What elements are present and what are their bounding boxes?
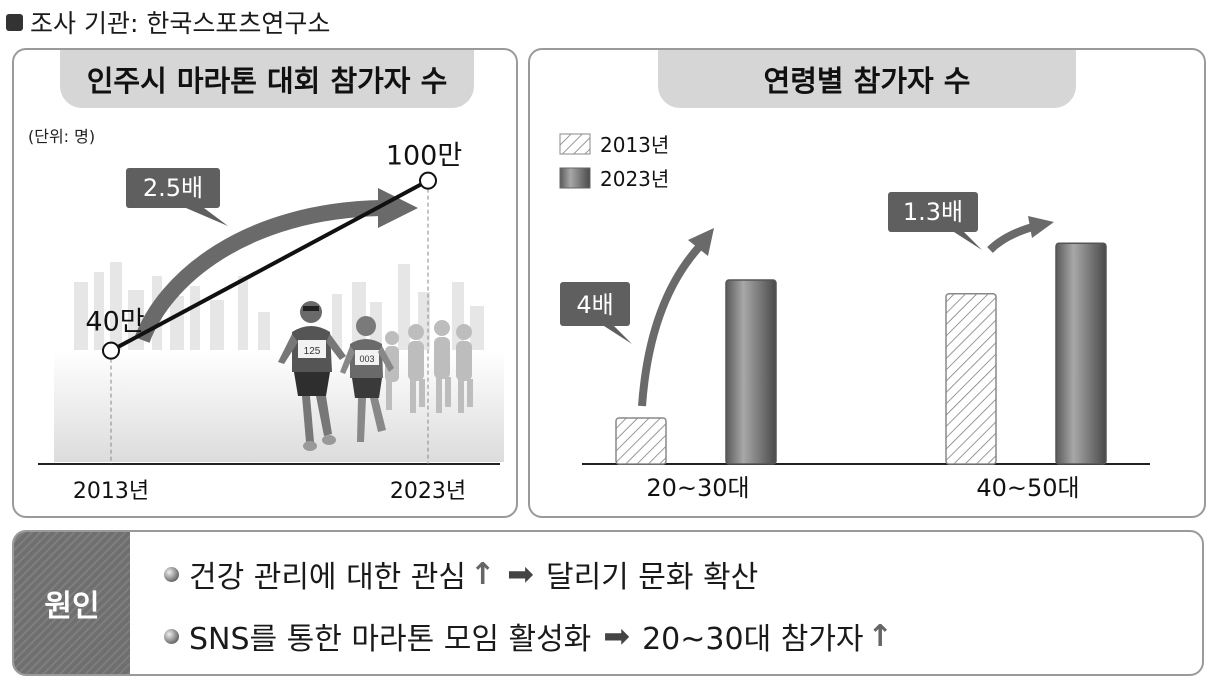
growth-callout: 2.5배: [126, 168, 228, 226]
growth-arrow-40-50: [987, 222, 1038, 253]
bar-chart-title: 연령별 참가자 수: [658, 50, 1076, 108]
unit-label: (단위: 명): [28, 127, 95, 146]
bar-20-30-2023: [725, 279, 777, 465]
cause-label: 원인: [14, 532, 130, 674]
right-arrow-icon: ➡: [507, 555, 534, 593]
data-point-2013: [102, 341, 120, 360]
source-text: 조사 기관: 한국스포츠연구소: [30, 9, 331, 38]
bar-40-50-2013: [945, 293, 997, 465]
bullet-icon: [164, 628, 179, 644]
legend-label-2013: 2013년: [600, 133, 669, 157]
growth-callout-text: 2.5배: [143, 174, 203, 202]
source-line: 조사 기관: 한국스포츠연구소: [6, 4, 330, 40]
right-arrow-icon: ➡: [603, 617, 631, 655]
cause-item-1-result: 달리기 문화 확산: [545, 560, 759, 595]
point-label-2013: 40만: [85, 307, 144, 338]
growth-callout-40-50-text: 1.3배: [903, 198, 963, 226]
growth-arrowhead-40-50: [1028, 216, 1054, 238]
growth-arrowhead: [378, 188, 418, 228]
data-point-2023: [419, 171, 437, 190]
category-label-20-30: 20~30대: [646, 474, 749, 502]
x-tick-2013: 2013년: [73, 479, 149, 504]
bar-chart-panel: 연령별 참가자 수 2013년 2023년: [528, 48, 1206, 518]
background-runners-illustration: [385, 320, 473, 413]
cause-item-2-result: 20~30대 참가자: [642, 622, 864, 657]
line-chart: 125 003 (단위: 명) 40만 100만 2.5배: [28, 127, 504, 504]
legend-label-2023: 2023년: [600, 167, 669, 191]
up-arrow-icon: ↑: [867, 618, 893, 654]
city-skyline-illustration: [54, 262, 504, 462]
runner-bib-125: 125: [304, 346, 321, 357]
cause-item-1: 건강 관리에 대한 관심 ↑ ➡ 달리기 문화 확산: [164, 552, 758, 596]
cause-item-1-text: 건강 관리에 대한 관심: [189, 560, 467, 595]
bar-20-30-2013: [615, 417, 667, 465]
legend: 2013년 2023년: [559, 133, 669, 191]
bullet-icon: [164, 566, 179, 582]
point-label-2023: 100만: [386, 141, 462, 172]
growth-callout-20-30: 4배: [560, 282, 632, 344]
bar-chart: 2013년 2023년 4배 1.3배 20~30대 40~50대: [559, 133, 1150, 502]
legend-swatch-2023: [559, 167, 591, 189]
runner-illustration-125: [278, 301, 346, 451]
up-arrow-icon: ↑: [470, 556, 496, 592]
runner-bib-003: 003: [359, 354, 374, 364]
cause-item-2-text: SNS를 통한 마라톤 모임 활성화: [189, 622, 592, 657]
growth-callout-40-50: 1.3배: [888, 192, 982, 250]
series-line: [110, 178, 429, 353]
bar-40-50-2023: [1055, 242, 1107, 465]
cause-box: 원인 건강 관리에 대한 관심 ↑ ➡ 달리기 문화 확산 SNS를 통한 마라…: [12, 530, 1204, 676]
square-bullet-icon: [6, 13, 23, 31]
line-chart-panel: 인주시 마라톤 대회 참가자 수: [12, 48, 518, 518]
line-chart-title: 인주시 마라톤 대회 참가자 수: [60, 50, 474, 108]
runner-illustration-003: [340, 316, 394, 442]
legend-swatch-2013: [559, 133, 591, 155]
growth-arrowhead-20-30: [688, 228, 714, 256]
cause-item-2: SNS를 통한 마라톤 모임 활성화 ➡ 20~30대 참가자 ↑: [164, 614, 893, 658]
growth-arrow-20-30: [638, 243, 703, 407]
growth-curve-arrow: [134, 200, 385, 343]
category-label-40-50: 40~50대: [976, 474, 1079, 502]
growth-callout-20-30-text: 4배: [576, 291, 613, 319]
x-tick-2023: 2023년: [390, 479, 466, 504]
